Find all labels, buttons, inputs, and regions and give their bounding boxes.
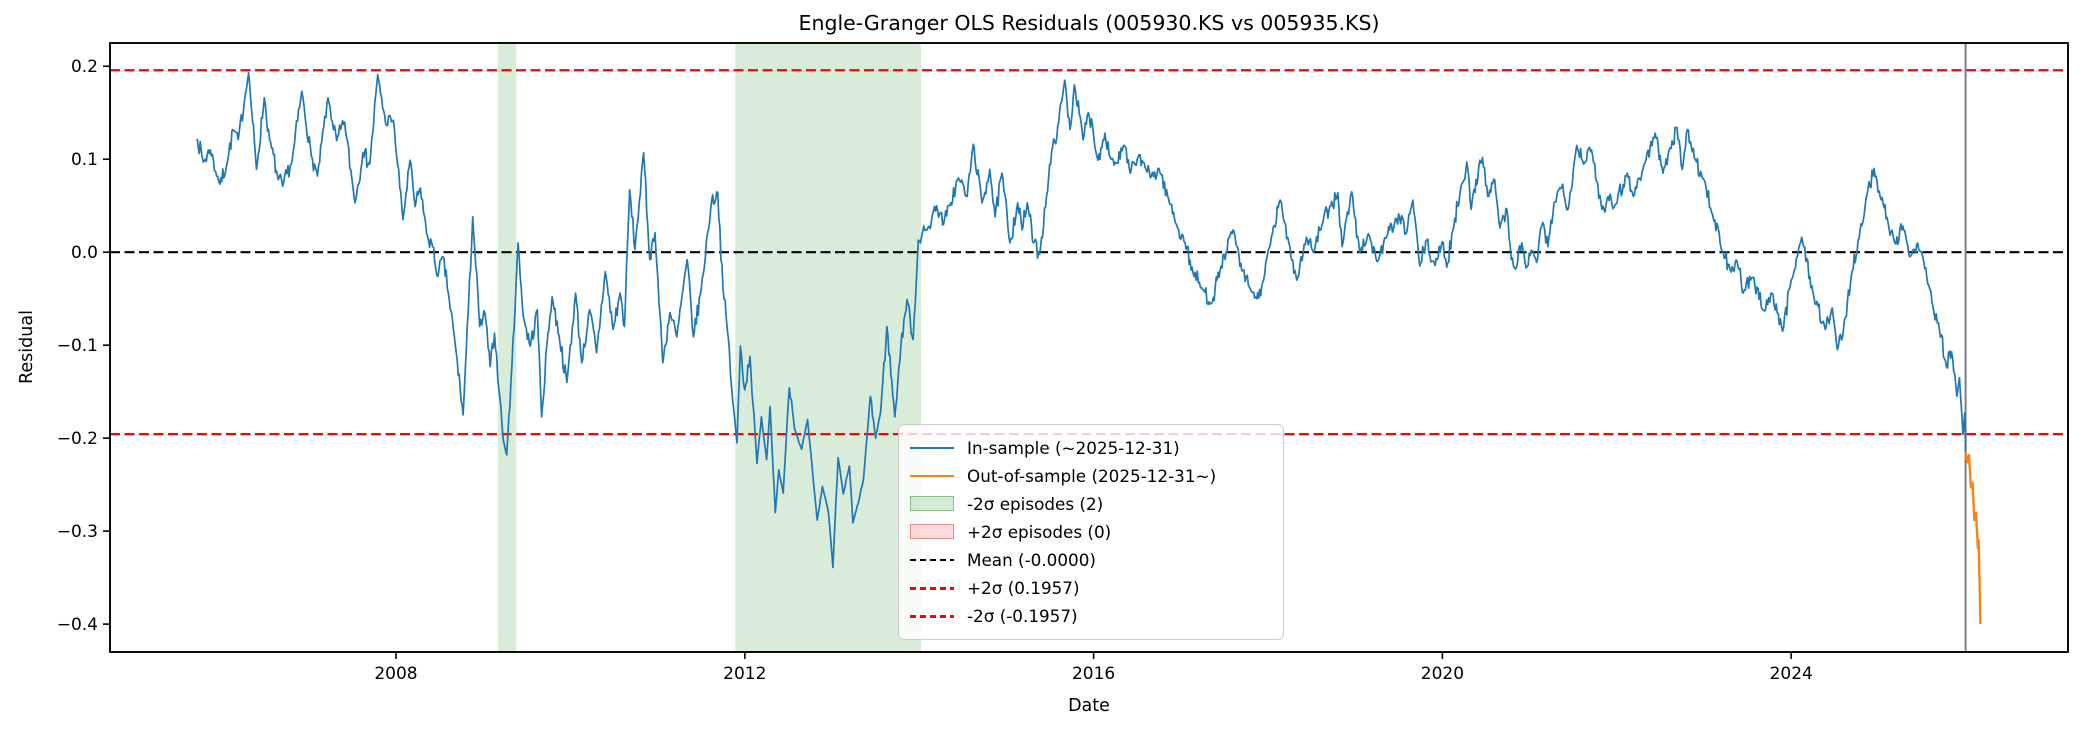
legend-item-plus2sigma-episodes: +2σ episodes (0) xyxy=(910,518,1271,545)
green-band-swatch xyxy=(910,496,954,512)
legend-item-mean: Mean (-0.0000) xyxy=(910,547,1271,574)
y-tick-label: 0.2 xyxy=(71,57,98,77)
y-tick-label: −0.3 xyxy=(57,522,98,542)
x-tick-label: 2008 xyxy=(374,664,417,684)
out-of-sample-line-swatch xyxy=(910,474,954,477)
x-tick-label: 2024 xyxy=(1770,664,1813,684)
x-tick-label: 2020 xyxy=(1421,664,1464,684)
legend-label: Mean (-0.0000) xyxy=(967,550,1096,571)
y-tick-label: 0.1 xyxy=(71,150,98,170)
y-tick-label: 0.0 xyxy=(71,243,98,263)
y-tick-label: −0.4 xyxy=(57,615,98,635)
in-sample-residual-line xyxy=(196,71,1967,569)
in-sample-line-swatch xyxy=(910,446,954,449)
legend-label: In-sample (~2025-12-31) xyxy=(967,437,1180,458)
legend-label: -2σ (-0.1957) xyxy=(967,606,1078,627)
chart-title: Engle-Granger OLS Residuals (005930.KS v… xyxy=(798,11,1380,35)
y-tick-label: −0.1 xyxy=(57,336,98,356)
x-axis-label: Date xyxy=(1068,696,1110,716)
y-tick-label: −0.2 xyxy=(57,429,98,449)
minus2sigma-episode-band xyxy=(735,43,921,652)
legend-item-in-sample: In-sample (~2025-12-31) xyxy=(910,434,1271,461)
minus2sigma-dash-swatch xyxy=(910,615,954,618)
legend-item-minus2sigma-episodes: -2σ episodes (2) xyxy=(910,490,1271,517)
plot-spines xyxy=(109,42,2069,653)
legend-item-plus2sigma-line: +2σ (0.1957) xyxy=(910,575,1271,602)
legend-item-minus2sigma-line: -2σ (-0.1957) xyxy=(910,603,1271,630)
x-tick-label: 2012 xyxy=(723,664,766,684)
x-tick-label: 2016 xyxy=(1072,664,1115,684)
mean-dash-swatch xyxy=(910,558,954,562)
out-of-sample-residual-line xyxy=(1964,451,1982,625)
legend-label: +2σ episodes (0) xyxy=(967,521,1112,542)
legend-label: Out-of-sample (2025-12-31~) xyxy=(967,465,1217,486)
legend-label: -2σ episodes (2) xyxy=(967,493,1104,514)
red-band-swatch xyxy=(910,524,954,540)
legend-item-out-of-sample: Out-of-sample (2025-12-31~) xyxy=(910,462,1271,489)
plus2sigma-dash-swatch xyxy=(910,586,954,590)
chart-legend: In-sample (~2025-12-31) Out-of-sample (2… xyxy=(898,424,1284,640)
minus2sigma-episode-band xyxy=(498,43,517,652)
legend-label: +2σ (0.1957) xyxy=(967,578,1080,599)
